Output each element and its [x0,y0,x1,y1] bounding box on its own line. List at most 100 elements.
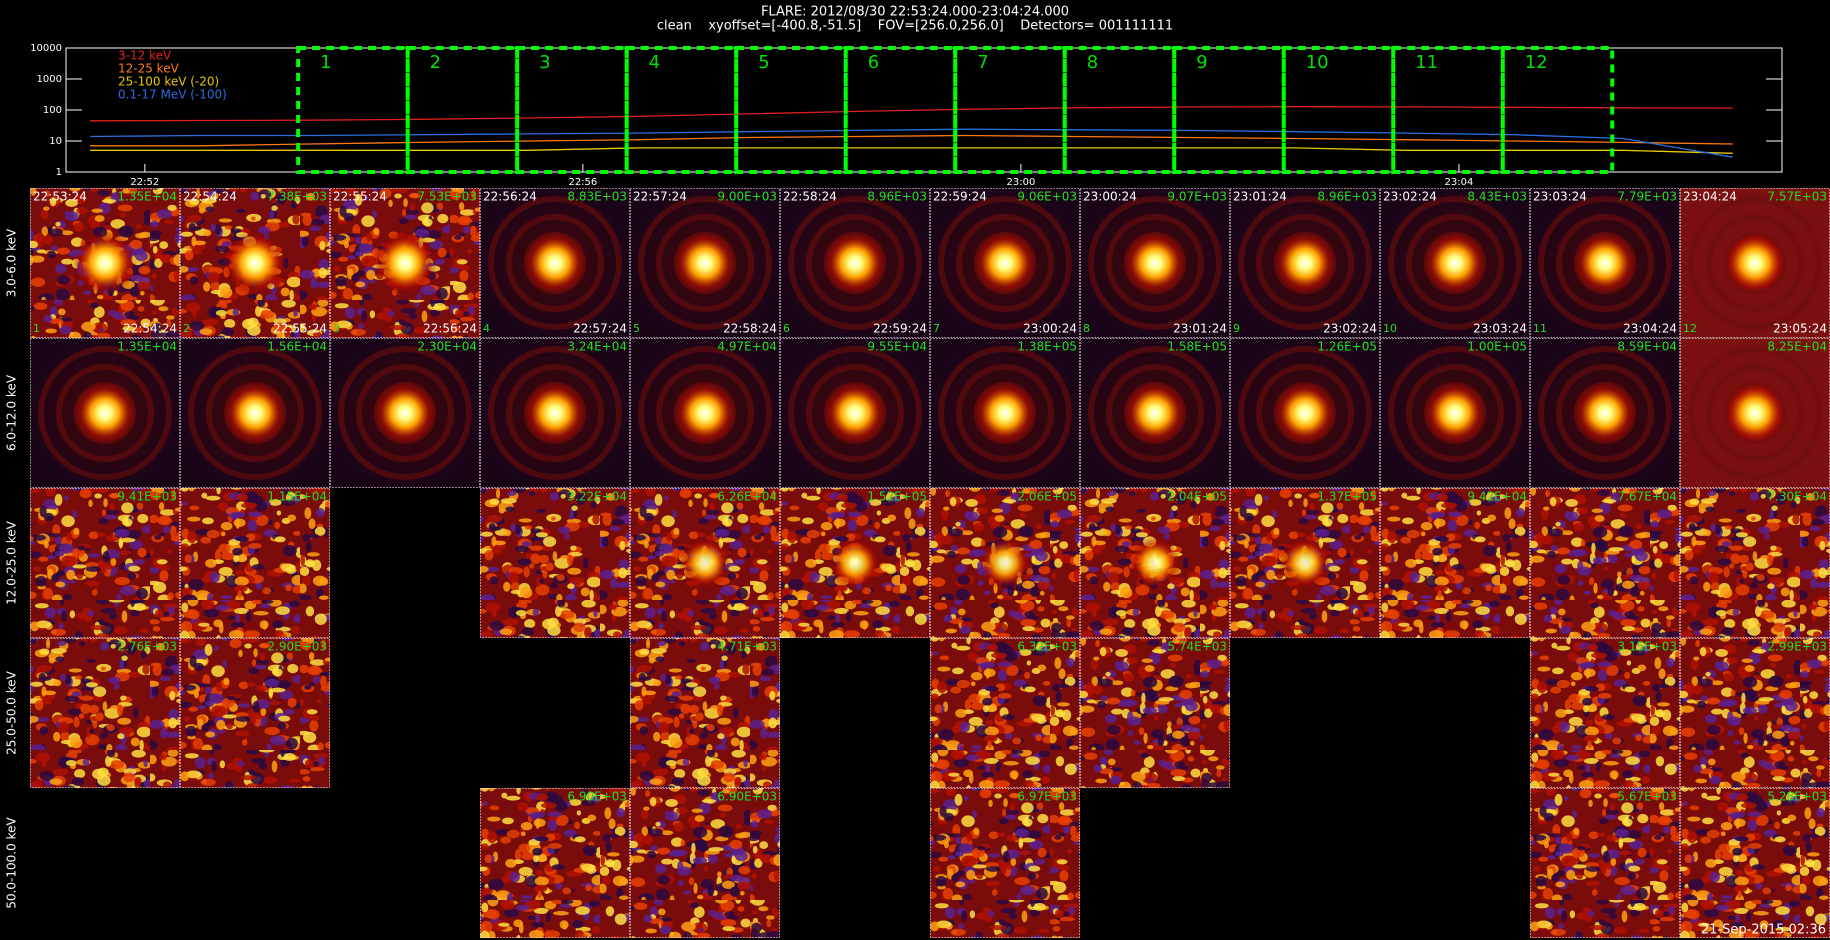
cell-border [930,488,1080,638]
image-noise [480,788,630,938]
image-noise [1530,638,1680,788]
cell-max-value: 5.74E+03 [1167,640,1227,654]
cell-border [1530,338,1680,488]
image-source [673,381,737,445]
image-cell: 1.35E+04 [30,338,180,488]
cell-max-value: 4.97E+04 [717,340,777,354]
cell-border [1530,788,1680,938]
image-cell: 6.32E+03 [930,638,1080,788]
image-cell: 5.28E+03 [1680,788,1830,938]
y-tick-label: 100 [43,105,62,116]
image-noise [1530,788,1680,938]
image-ring [638,196,772,330]
cell-border [780,338,930,488]
cell-index: 4 [483,322,490,335]
image-cell: 7.38E+03 22:54:24 22:55:24 2 [180,188,330,338]
image-cell: 8.83E+03 22:56:24 22:57:24 4 [480,188,630,338]
image-cell: 2.99E+03 [1680,638,1830,788]
interval-label: 10 [1306,52,1329,73]
cell-border [30,488,180,638]
image-cell: 8.96E+03 22:58:24 22:59:24 6 [780,188,930,338]
cell-max-value: 7.30E+04 [1767,490,1827,504]
cell-max-value: 6.97E+03 [1017,790,1077,804]
cell-start-time: 23:03:24 [1533,190,1587,204]
cell-border [1530,488,1680,638]
image-ring [1688,346,1822,480]
cell-end-time: 23:04:24 [1623,322,1677,336]
legend-entry: 12-25 keV [118,62,180,76]
cell-max-value: 9.41E+03 [117,490,177,504]
y-tick-label: 10000 [30,43,62,54]
interval-box [1281,46,1396,174]
cell-max-value: 8.25E+04 [1767,340,1827,354]
cell-end-time: 23:01:24 [1173,322,1227,336]
cell-max-value: 1.38E+05 [1017,340,1077,354]
band-label: 3.0-6.0 keV [5,228,19,297]
cell-max-value: 8.96E+03 [1317,190,1377,204]
interval-box [734,46,848,174]
image-ring [338,346,472,480]
image-cell: 7.53E+03 22:55:24 22:56:24 3 [330,188,480,338]
chart-title: FLARE: 2012/08/30 22:53:24.000-23:04:24.… [761,5,1069,20]
image-ring [1088,196,1222,330]
cell-border [1680,788,1830,938]
band-label: 25.0-50.0 keV [5,670,19,754]
interval-box [953,46,1067,174]
interval-label: 1 [320,52,331,73]
interval-label: 6 [868,52,879,73]
image-source [1573,381,1637,445]
image-cell: 9.07E+03 23:00:24 23:01:24 8 [1080,188,1230,338]
image-noise [1680,788,1830,938]
image-ring [1106,214,1204,312]
interval-box [1172,46,1286,174]
image-cell: 9.41E+03 [30,488,180,638]
cell-border [480,188,630,338]
image-ring [356,364,454,462]
cell-border [930,188,1080,338]
image-ring [1706,364,1804,462]
image-ring [1688,196,1822,330]
light-curve [90,147,1733,154]
image-noise [180,638,330,788]
cell-start-time: 23:04:24 [1683,190,1737,204]
cell-max-value: 9.06E+03 [1017,190,1077,204]
image-ring [806,364,904,462]
image-cell: 6.90E+03 [630,788,780,938]
cell-max-value: 1.56E+04 [267,340,327,354]
image-ring [788,196,922,330]
image-cell: 9.06E+03 22:59:24 23:00:24 7 [930,188,1080,338]
cell-border [30,188,180,338]
cell-end-time: 22:59:24 [873,322,927,336]
cell-border [30,638,180,788]
cell-start-time: 22:53:24 [33,190,87,204]
image-source [373,231,437,295]
image-ring [1538,346,1672,480]
image-cell: 5.74E+03 [1080,638,1230,788]
image-source [223,231,287,295]
cell-start-time: 22:59:24 [933,190,987,204]
image-source [1423,381,1487,445]
image-cell: 1.52E+05 [780,488,930,638]
image-cell: 7.57E+03 23:04:24 23:05:24 12 [1680,188,1830,338]
cell-max-value: 3.24E+04 [567,340,627,354]
image-cell: 2.90E+03 [180,638,330,788]
image-ring [638,346,772,480]
cell-max-value: 2.06E+05 [1017,490,1077,504]
image-source [1273,381,1337,445]
cell-index: 10 [1383,322,1397,335]
cell-border [1080,188,1230,338]
image-ring [488,346,622,480]
cell-max-value: 8.96E+03 [867,190,927,204]
image-noise [180,488,330,638]
cell-end-time: 22:56:24 [423,322,477,336]
image-noise [30,488,180,638]
image-noise [630,638,780,788]
image-ring [1706,214,1804,312]
cell-border [480,788,630,938]
interval-box [1500,46,1615,174]
image-source [373,381,437,445]
image-cell: 6.90E+03 [480,788,630,938]
cell-border [1380,188,1530,338]
cell-border [480,488,630,638]
image-cell: 1.26E+05 [1230,338,1380,488]
